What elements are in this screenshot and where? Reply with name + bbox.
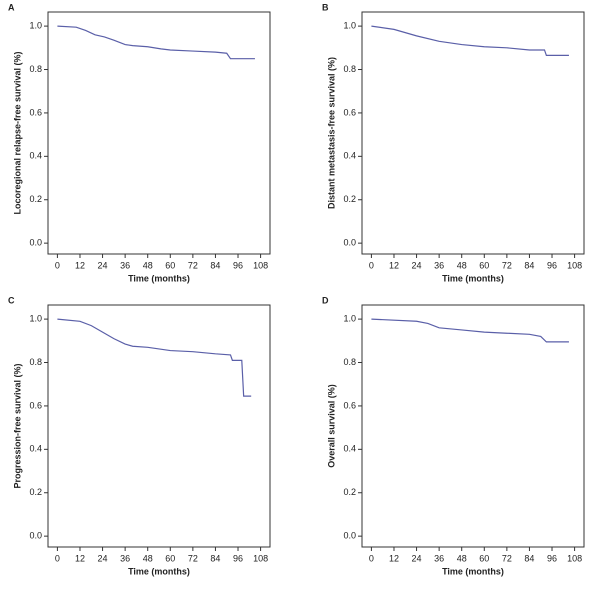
plot-frame xyxy=(361,304,585,548)
x-tick-label: 96 xyxy=(233,260,243,270)
x-tick-label: 36 xyxy=(120,260,130,270)
y-tick-label: 0.2 xyxy=(343,487,356,497)
x-axis-title: Time (months) xyxy=(442,273,504,283)
survival-curve xyxy=(371,25,569,57)
y-axis-title: Overall survival (%) xyxy=(326,384,336,468)
y-tick-label: 0.2 xyxy=(29,487,42,497)
panel-label: A xyxy=(8,2,15,12)
panel-label: C xyxy=(8,295,15,305)
plot-frame xyxy=(47,304,271,548)
y-tick-label: 0.6 xyxy=(29,107,42,117)
panel-label: B xyxy=(322,2,329,12)
x-tick-label: 12 xyxy=(389,553,399,563)
y-tick-label: 0.2 xyxy=(343,194,356,204)
x-tick-label: 60 xyxy=(165,553,175,563)
x-tick-label: 12 xyxy=(75,553,85,563)
x-tick-label: 108 xyxy=(253,553,268,563)
x-tick-label: 36 xyxy=(434,553,444,563)
x-axis-title: Time (months) xyxy=(128,566,190,576)
x-tick-label: 0 xyxy=(369,553,374,563)
y-tick-label: 0.6 xyxy=(29,400,42,410)
x-tick-label: 36 xyxy=(434,260,444,270)
x-tick-label: 60 xyxy=(165,260,175,270)
x-tick-label: 0 xyxy=(55,260,60,270)
y-tick-label: 0.6 xyxy=(343,400,356,410)
y-tick-label: 0.2 xyxy=(29,194,42,204)
y-tick-label: 1.0 xyxy=(29,20,42,30)
x-tick-label: 0 xyxy=(369,260,374,270)
y-tick-label: 0.0 xyxy=(343,531,356,541)
x-tick-label: 48 xyxy=(143,553,153,563)
y-tick-label: 0.8 xyxy=(29,357,42,367)
x-tick-label: 84 xyxy=(524,553,534,563)
x-tick-label: 108 xyxy=(567,553,582,563)
x-tick-label: 108 xyxy=(567,260,582,270)
x-axis-title: Time (months) xyxy=(128,273,190,283)
x-tick-label: 24 xyxy=(98,553,108,563)
survival-curve xyxy=(57,25,255,60)
x-tick-label: 84 xyxy=(210,553,220,563)
y-axis-title: Locoregional relapse-free survival (%) xyxy=(12,51,22,214)
x-tick-label: 96 xyxy=(547,260,557,270)
y-tick-label: 0.0 xyxy=(343,238,356,248)
x-tick-label: 36 xyxy=(120,553,130,563)
y-tick-label: 1.0 xyxy=(343,20,356,30)
x-tick-label: 72 xyxy=(502,553,512,563)
x-tick-label: 84 xyxy=(524,260,534,270)
y-tick-label: 0.4 xyxy=(343,444,356,454)
survival-curve xyxy=(57,318,252,397)
x-tick-label: 84 xyxy=(210,260,220,270)
y-tick-label: 0.0 xyxy=(29,238,42,248)
x-tick-label: 60 xyxy=(479,260,489,270)
plot-frame xyxy=(361,11,585,255)
x-tick-label: 108 xyxy=(253,260,268,270)
x-tick-label: 72 xyxy=(188,260,198,270)
y-tick-label: 0.4 xyxy=(343,151,356,161)
y-tick-label: 0.8 xyxy=(343,64,356,74)
x-tick-label: 96 xyxy=(233,553,243,563)
x-tick-label: 48 xyxy=(457,260,467,270)
x-tick-label: 24 xyxy=(412,260,422,270)
y-axis-title: Progression-free survival (%) xyxy=(12,363,22,488)
y-tick-label: 0.4 xyxy=(29,151,42,161)
y-tick-label: 0.8 xyxy=(29,64,42,74)
x-tick-label: 12 xyxy=(389,260,399,270)
x-tick-label: 72 xyxy=(188,553,198,563)
y-tick-label: 1.0 xyxy=(29,313,42,323)
x-tick-label: 12 xyxy=(75,260,85,270)
y-axis-title: Distant metastasis-free survival (%) xyxy=(326,57,336,209)
x-tick-label: 24 xyxy=(412,553,422,563)
x-tick-label: 48 xyxy=(143,260,153,270)
plot-frame xyxy=(47,11,271,255)
x-tick-label: 72 xyxy=(502,260,512,270)
y-tick-label: 0.0 xyxy=(29,531,42,541)
panel-label: D xyxy=(322,295,329,305)
x-tick-label: 48 xyxy=(457,553,467,563)
x-tick-label: 24 xyxy=(98,260,108,270)
y-tick-label: 0.6 xyxy=(343,107,356,117)
x-tick-label: 0 xyxy=(55,553,60,563)
y-tick-label: 0.8 xyxy=(343,357,356,367)
x-axis-title: Time (months) xyxy=(442,566,504,576)
y-tick-label: 1.0 xyxy=(343,313,356,323)
y-tick-label: 0.4 xyxy=(29,444,42,454)
x-tick-label: 60 xyxy=(479,553,489,563)
survival-curve xyxy=(371,318,569,343)
x-tick-label: 96 xyxy=(547,553,557,563)
